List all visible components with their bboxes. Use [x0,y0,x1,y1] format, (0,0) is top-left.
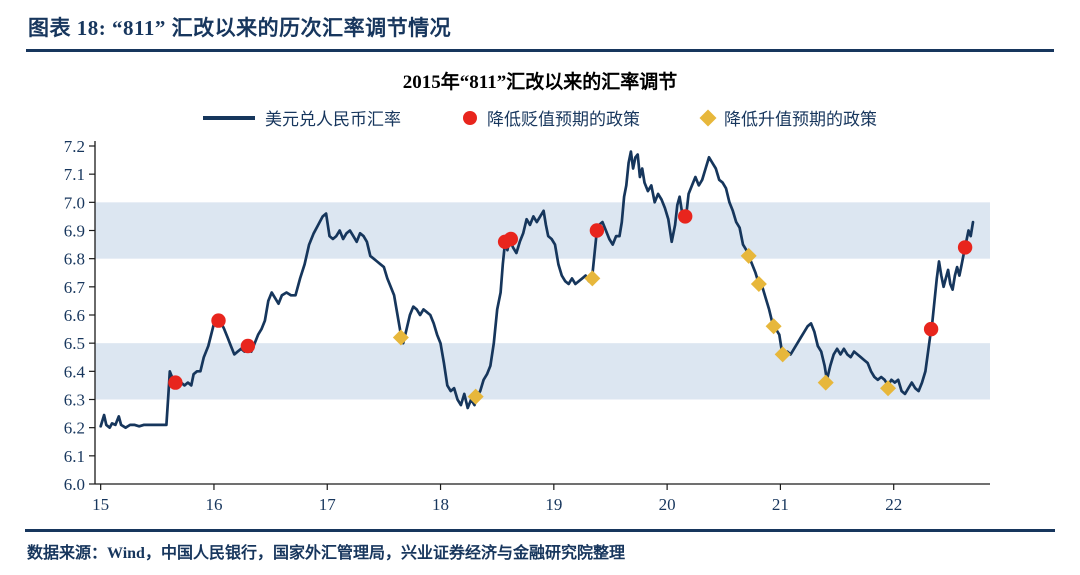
appreciation-policy-marker [880,380,897,397]
depreciation-policy-marker [240,338,256,354]
source-footer: 数据来源：Wind，中国人民银行，国家外汇管理局，兴业证券经济与金融研究院整理 [25,529,1055,563]
red-circle-swatch [463,110,477,125]
exchange-rate-chart: 6.0 6.1 6.2 6.3 6.4 6.5 6.6 6.7 6.8 6.9 7.0 7.1 7.2 1… [64,137,990,514]
appreciation-policy-marker [817,374,834,391]
y-tick-label: 6.6 [64,306,85,325]
y-tick-label: 7.0 [64,193,85,212]
chart-title: 2015年“811”汇改以来的汇率调节 [402,72,678,93]
x-tick-label: 22 [885,495,902,514]
usdcny-rate-line [99,150,975,430]
legend-label-depreciation-policy: 降低贬值预期的政策 [487,110,640,129]
figure-title: 图表 18: “811” 汇改以来的历次汇率调节情况 [28,16,452,40]
depreciation-policy-marker [211,313,226,328]
x-tick-label: 21 [772,495,789,514]
y-tick-label: 6.2 [64,419,85,438]
y-tick-label: 6.8 [64,250,85,269]
appreciation-policy-marker [774,346,791,363]
y-tick-label: 6.7 [64,278,86,297]
appreciation-policy-marker [392,329,409,346]
appreciation-policy-marker [584,270,601,287]
chart-legend: 美元兑人民币汇率 降低贬值预期的政策 降低升值预期的政策 [0,105,1080,130]
legend-item-rate-line: 美元兑人民币汇率 [203,105,401,130]
x-tick-label: 16 [205,495,222,514]
appreciation-policy-marker [467,388,484,405]
depreciation-policy-marker [923,321,939,337]
x-tick-label: 18 [432,495,449,514]
appreciation-policy-marker [765,318,782,335]
line-swatch [203,115,255,120]
appreciation-policy-marker [750,276,767,293]
y-tick-label: 7.2 [64,137,85,156]
y-tick-label: 6.5 [64,334,85,353]
y-tick-label: 6.1 [64,447,85,466]
y-tick-label: 6.9 [64,222,85,241]
legend-item-appreciation-policy: 降低升值预期的政策 [699,105,877,130]
header-divider [26,49,1054,52]
depreciation-policy-marker [678,209,693,224]
y-tick-label: 6.4 [64,362,86,381]
y-tick-label: 6.3 [64,391,85,410]
x-tick-label: 20 [659,495,676,514]
legend-item-depreciation-policy: 降低贬值预期的政策 [463,105,640,130]
y-tick-label: 7.1 [64,165,85,184]
figure-header: 图表 18: “811” 汇改以来的历次汇率调节情况 [0,0,1080,42]
depreciation-policy-marker [957,240,973,255]
depreciation-policy-marker [168,375,183,390]
legend-label-appreciation-policy: 降低升值预期的政策 [724,110,877,129]
appreciation-policy-marker [740,247,757,264]
depreciation-policy-marker [589,223,605,238]
x-tick-label: 17 [319,495,337,514]
data-source-text: 数据来源：Wind，中国人民银行，国家外汇管理局，兴业证券经济与金融研究院整理 [27,545,625,562]
legend-label-rate-line: 美元兑人民币汇率 [265,110,401,129]
chart-area: 6.0 6.1 6.2 6.3 6.4 6.5 6.6 6.7 6.8 6.9 7.0 7.1 7.2 1… [40,132,1040,525]
y-tick-label: 6.0 [64,475,85,494]
x-tick-label: 19 [545,495,562,514]
x-tick-label: 15 [92,495,109,514]
depreciation-policy-marker [503,231,518,247]
gold-diamond-swatch [699,109,717,126]
